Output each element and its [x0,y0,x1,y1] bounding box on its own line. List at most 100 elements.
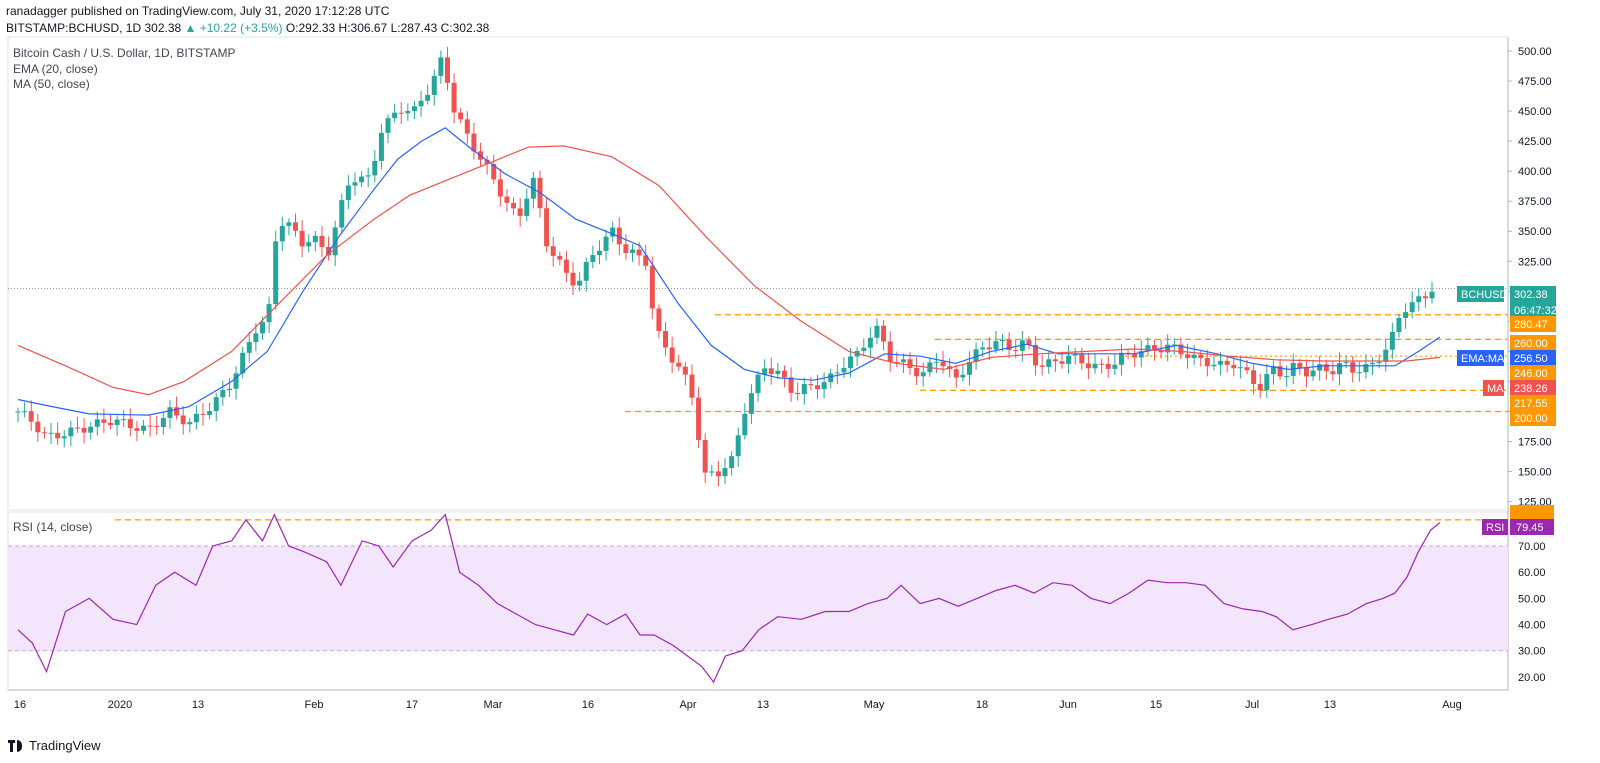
candle [35,421,41,433]
candle [1112,364,1118,369]
candle [1416,296,1422,303]
candle [544,208,550,247]
candle [220,390,226,398]
candle [484,159,490,165]
candle [114,419,120,426]
candle [1066,355,1072,364]
candle [1158,349,1164,353]
candle [1284,375,1290,377]
time-tick-label: 18 [976,699,988,711]
candle [1165,344,1171,353]
candle [801,383,807,395]
candle [828,373,834,383]
legend-rsi[interactable]: RSI (14, close) [13,520,93,534]
high-value: H:306.67 [338,21,388,35]
candle [438,57,444,76]
candle [345,185,351,201]
candle [894,361,900,363]
rsi-tick-label: 70.00 [1518,541,1546,553]
candle [180,415,186,425]
candle [696,397,702,440]
candle [1383,349,1389,362]
price-label-box [1510,365,1556,381]
candle [94,419,100,427]
candle [524,198,530,216]
candle [405,111,411,114]
price-label-tag [1483,380,1504,396]
candle [1211,364,1217,367]
candle [141,425,147,431]
candle [1231,364,1237,369]
candle [431,75,437,95]
tradingview-footer[interactable]: TradingView [8,738,101,753]
rsi-tick-label: 50.00 [1518,593,1546,605]
candle [1403,312,1409,318]
candle [1072,354,1078,356]
candle [768,368,774,375]
legend-title: Bitcoin Cash / U.S. Dollar, 1D, BITSTAMP [13,46,236,60]
candle [385,118,391,133]
candle [134,428,140,431]
candle [881,325,887,342]
candle [1052,359,1058,362]
rsi-80-axis-box [1510,505,1554,519]
candle [339,200,345,228]
candle [596,250,602,256]
candle [966,362,972,375]
price-tick-label: 325.00 [1518,256,1552,268]
candle [41,432,47,434]
rsi-tick-label: 30.00 [1518,646,1546,658]
legend-ema[interactable]: EMA (20, close) [13,62,98,76]
candle [1191,354,1197,358]
candle [74,427,80,429]
candle [451,82,457,113]
price-label-name: MA [1487,383,1504,395]
candle [570,272,576,286]
candle [127,419,133,429]
price-label-value: 217.55 [1514,398,1548,410]
candle [986,347,992,350]
candle [669,347,675,363]
time-tick-label: 13 [757,699,769,711]
candle [530,177,536,199]
candle [557,255,563,260]
candle [577,280,583,286]
candle [174,407,180,416]
close-value: C:302.38 [440,21,490,35]
rsi-line [17,513,1441,684]
candle [286,222,292,226]
candle [953,369,959,378]
candle [762,368,768,375]
candle [1244,367,1250,371]
candle [1350,362,1356,373]
rsi-label-box [1510,519,1554,535]
candle [1105,363,1111,369]
candle [1013,350,1019,352]
candle [207,411,213,415]
candle [676,362,682,367]
candle [643,255,649,266]
candle [365,175,371,177]
candle [240,352,246,374]
candle [491,164,497,180]
price-label-value: 280.47 [1514,319,1548,331]
candle [960,374,966,378]
candle [15,411,21,413]
rsi-tick-label: 60.00 [1518,567,1546,579]
candle [1132,353,1138,358]
candle [398,112,404,114]
candle [1178,344,1184,355]
low-value: L:287.43 [390,21,438,35]
candle [1039,365,1045,367]
candle [458,112,464,120]
legend-ma[interactable]: MA (50, close) [13,77,90,91]
candle [735,435,741,457]
candle [1000,339,1006,342]
candle [444,57,450,83]
candle [1006,339,1012,351]
candle [1277,366,1283,377]
candle [1145,345,1151,352]
price-label-value: 06:47:32 [1514,305,1557,317]
candle [411,106,417,112]
